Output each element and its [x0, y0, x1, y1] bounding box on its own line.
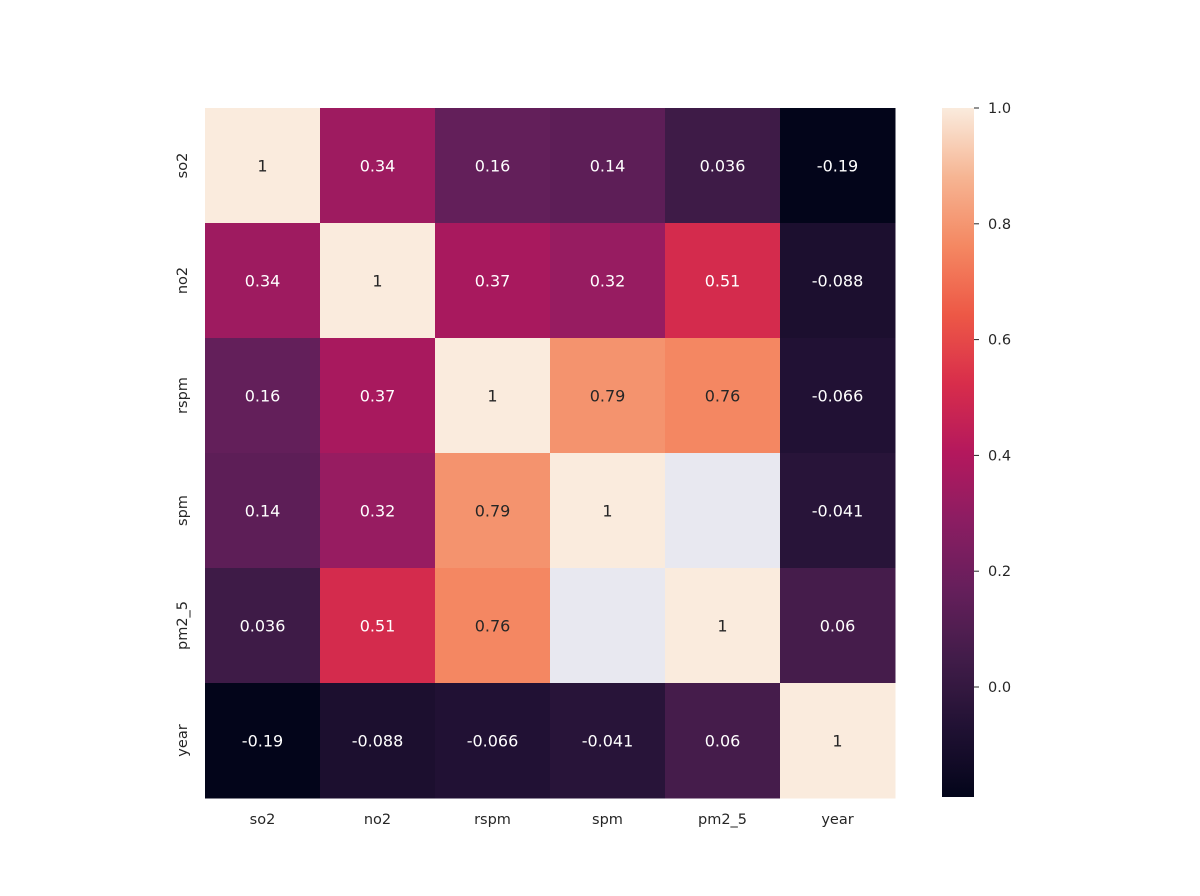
- heatmap-cell: [665, 338, 781, 454]
- cell-annotation: 0.32: [360, 502, 396, 521]
- heatmap-cell: [780, 683, 896, 799]
- heatmap-cell: [320, 223, 436, 339]
- cell-annotation: 0.06: [820, 617, 856, 636]
- cell-annotation: 0.34: [245, 272, 281, 291]
- heatmap-cell: [665, 453, 781, 569]
- heatmap-cell: [550, 338, 666, 454]
- colorbar-tick-label: 0.2: [988, 564, 1011, 580]
- heatmap-cell: [320, 683, 436, 799]
- cell-annotation: 0.79: [475, 502, 511, 521]
- cell-annotation: 0.34: [360, 157, 396, 176]
- y-tick-label: pm2_5: [175, 601, 191, 650]
- y-tick-label: spm: [175, 495, 191, 526]
- heatmap-cells: [205, 108, 896, 799]
- colorbar-tick-label: 0.4: [988, 448, 1011, 464]
- heatmap-cell: [550, 568, 666, 684]
- heatmap-cell: [550, 108, 666, 224]
- cell-annotation: 1: [602, 502, 612, 521]
- heatmap-cell: [780, 453, 896, 569]
- colorbar: 0.0 0.2 0.4 0.6 0.8 1.0: [942, 101, 1011, 797]
- cell-annotation: 0.51: [360, 617, 396, 636]
- heatmap-cell: [435, 108, 551, 224]
- heatmap-cell: [205, 683, 321, 799]
- heatmap-cell: [320, 338, 436, 454]
- heatmap-cell: [205, 453, 321, 569]
- cell-annotation: 1: [372, 272, 382, 291]
- heatmap-cell: [435, 683, 551, 799]
- heatmap-cell: [205, 338, 321, 454]
- heatmap-cell: [780, 108, 896, 224]
- heatmap-cell: [435, 223, 551, 339]
- heatmap-cell: [550, 453, 666, 569]
- cell-annotation: -0.088: [352, 732, 404, 751]
- cell-annotation: 0.036: [240, 617, 286, 636]
- cell-annotation: 0.036: [700, 157, 746, 176]
- heatmap-cell: [205, 108, 321, 224]
- cell-annotation: 0.16: [475, 157, 511, 176]
- cell-annotation: 1: [832, 732, 842, 751]
- heatmap-cell: [205, 223, 321, 339]
- x-axis-ticks: so2 no2 rspm spm pm2_5 year: [250, 812, 854, 828]
- cell-annotation: 0.32: [590, 272, 626, 291]
- colorbar-tick-label: 0.8: [988, 217, 1011, 233]
- x-tick-label: so2: [250, 812, 276, 828]
- x-tick-label: rspm: [474, 812, 511, 828]
- cell-annotation: 0.16: [245, 387, 281, 406]
- cell-annotation: 1: [257, 157, 267, 176]
- heatmap-cell: [665, 568, 781, 684]
- x-tick-label: no2: [364, 812, 391, 828]
- cell-annotation: 0.14: [590, 157, 626, 176]
- heatmap-cell: [435, 453, 551, 569]
- cell-annotation: 0.37: [475, 272, 511, 291]
- cell-annotation: -0.088: [812, 272, 864, 291]
- heatmap-cell: [780, 338, 896, 454]
- cell-annotation: -0.066: [467, 732, 519, 751]
- cell-annotation: 0.51: [705, 272, 741, 291]
- colorbar-tick-label: 0.0: [988, 680, 1011, 696]
- heatmap-cell: [205, 568, 321, 684]
- cell-annotation: -0.19: [242, 732, 283, 751]
- heatmap-cell: [320, 568, 436, 684]
- y-tick-label: year: [175, 724, 191, 756]
- heatmap-cell: [550, 223, 666, 339]
- y-tick-label: rspm: [175, 377, 191, 414]
- heatmap-cell: [665, 108, 781, 224]
- x-tick-label: year: [821, 812, 853, 828]
- cell-annotation: 0.76: [705, 387, 741, 406]
- cell-annotation: -0.066: [812, 387, 864, 406]
- cell-annotation: 0.76: [475, 617, 511, 636]
- heatmap-cell: [665, 683, 781, 799]
- colorbar-gradient: [942, 108, 974, 797]
- heatmap-cell: [665, 223, 781, 339]
- heatmap-cell: [780, 568, 896, 684]
- heatmap-cell: [435, 568, 551, 684]
- colorbar-tick-label: 0.6: [988, 333, 1011, 349]
- heatmap-cell: [435, 338, 551, 454]
- cell-annotation: 0.37: [360, 387, 396, 406]
- cell-annotation: -0.19: [817, 157, 858, 176]
- cell-annotation: -0.041: [582, 732, 634, 751]
- cell-annotation: 0.06: [705, 732, 741, 751]
- cell-annotation: 1: [717, 617, 727, 636]
- cell-annotation: 0.14: [245, 502, 281, 521]
- cell-annotation: 1: [487, 387, 497, 406]
- x-tick-label: pm2_5: [698, 812, 747, 828]
- heatmap-cell: [780, 223, 896, 339]
- y-tick-label: no2: [175, 267, 191, 294]
- heatmap-cell: [550, 683, 666, 799]
- cell-annotation: -0.041: [812, 502, 864, 521]
- heatmap-cell: [320, 453, 436, 569]
- heatmap-cell: [320, 108, 436, 224]
- y-tick-label: so2: [175, 153, 191, 179]
- colorbar-tick-label: 1.0: [988, 101, 1011, 117]
- cell-annotation: 0.79: [590, 387, 626, 406]
- x-tick-label: spm: [592, 812, 623, 828]
- heatmap-annotations: 1 0.34 0.16 0.14 0.036 -0.19 0.34 1 0.37 0.32 0.51…: [240, 157, 864, 751]
